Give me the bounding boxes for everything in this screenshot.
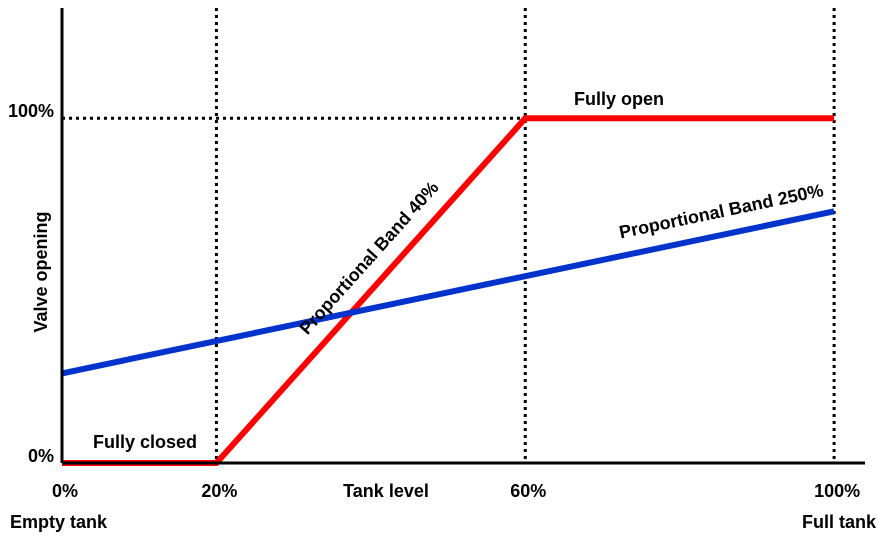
- y-axis-label: Valve opening: [31, 211, 51, 332]
- x-axis-label: Tank level: [343, 481, 429, 501]
- x-tick-label: 60%: [510, 481, 546, 501]
- series-line: [61, 208, 835, 377]
- annotation: Fully open: [574, 89, 664, 109]
- x-end-label: Empty tank: [10, 512, 108, 532]
- y-tick-label: 0%: [28, 446, 54, 466]
- y-tick-label: 100%: [8, 101, 54, 121]
- x-tick-label: 100%: [814, 481, 860, 501]
- x-end-label: Full tank: [802, 512, 877, 532]
- x-tick-label: 20%: [201, 481, 237, 501]
- series-label: Proportional Band 40%: [295, 177, 442, 338]
- x-tick-label: 0%: [52, 481, 78, 501]
- annotation: Fully closed: [93, 432, 197, 452]
